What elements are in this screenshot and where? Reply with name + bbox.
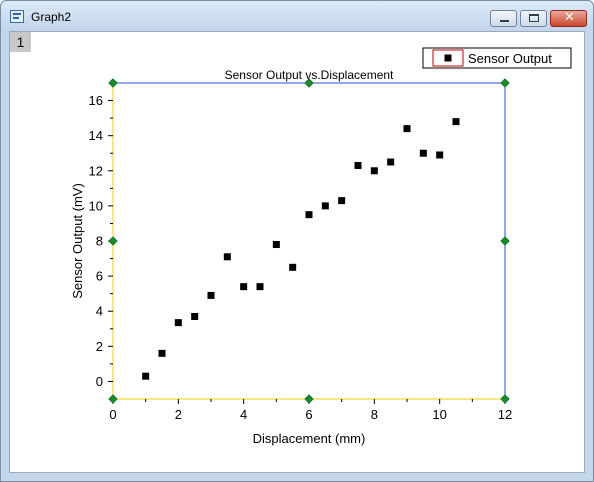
chart-title: Sensor Output vs.Displacement [225,68,394,82]
window-title: Graph2 [31,10,72,24]
resize-handle[interactable] [500,78,510,88]
close-icon: ✕ [564,10,575,25]
y-tick-label: 8 [96,234,103,249]
data-point[interactable] [207,291,215,299]
data-point[interactable] [191,312,199,320]
x-tick-label: 6 [305,407,312,422]
data-point[interactable] [403,125,411,133]
layer-1-tab[interactable]: 1 [10,32,31,52]
data-point[interactable] [289,263,297,271]
data-point[interactable] [256,283,264,291]
y-tick-label: 2 [96,339,103,354]
data-point[interactable] [436,151,444,159]
x-tick-label: 8 [371,407,378,422]
resize-handle[interactable] [304,394,314,404]
legend-box [422,47,572,69]
resize-handle[interactable] [108,236,118,246]
data-point[interactable] [419,149,427,157]
graph-window-icon[interactable] [10,10,24,23]
x-axis-label: Displacement (mm) [253,431,366,446]
minimize-button[interactable] [490,10,517,27]
x-tick-label: 12 [498,407,512,422]
legend-marker-square [444,54,452,62]
y-tick-label: 14 [89,128,103,143]
data-point[interactable] [272,241,280,249]
y-axis-label: Sensor Output (mV) [70,183,85,299]
data-point[interactable] [321,202,329,210]
data-point[interactable] [240,283,248,291]
close-button[interactable]: ✕ [550,10,587,27]
legend-label: Sensor Output [468,51,552,66]
data-point[interactable] [338,197,346,205]
selection-handles[interactable] [108,78,510,404]
data-point[interactable] [305,211,313,219]
x-tick-label: 10 [432,407,446,422]
y-tick-label: 6 [96,269,103,284]
x-tick-label: 0 [109,407,116,422]
resize-handle[interactable] [108,394,118,404]
data-point[interactable] [142,372,150,380]
data-point[interactable] [370,167,378,175]
y-tick-label: 16 [89,93,103,108]
resize-handle[interactable] [108,78,118,88]
minimize-icon [500,20,509,22]
data-point[interactable] [387,158,395,166]
legend[interactable]: Sensor Output [422,47,572,69]
y-tick-label: 0 [96,374,103,389]
title-bar[interactable]: Graph2 ✕ [1,1,593,31]
data-point[interactable] [452,118,460,126]
resize-handle[interactable] [500,236,510,246]
x-tick-label: 4 [240,407,247,422]
resize-handle[interactable] [500,394,510,404]
x-tick-label: 2 [175,407,182,422]
y-tick-label: 12 [89,163,103,178]
data-point[interactable] [223,253,231,261]
legend-marker-frame [432,49,464,67]
data-point[interactable] [354,162,362,170]
maximize-icon [529,14,539,22]
data-point[interactable] [174,319,182,327]
y-tick-label: 4 [96,304,103,319]
maximize-button[interactable] [520,10,547,27]
y-tick-label: 10 [89,198,103,213]
data-point[interactable] [158,349,166,357]
resize-handle[interactable] [304,78,314,88]
